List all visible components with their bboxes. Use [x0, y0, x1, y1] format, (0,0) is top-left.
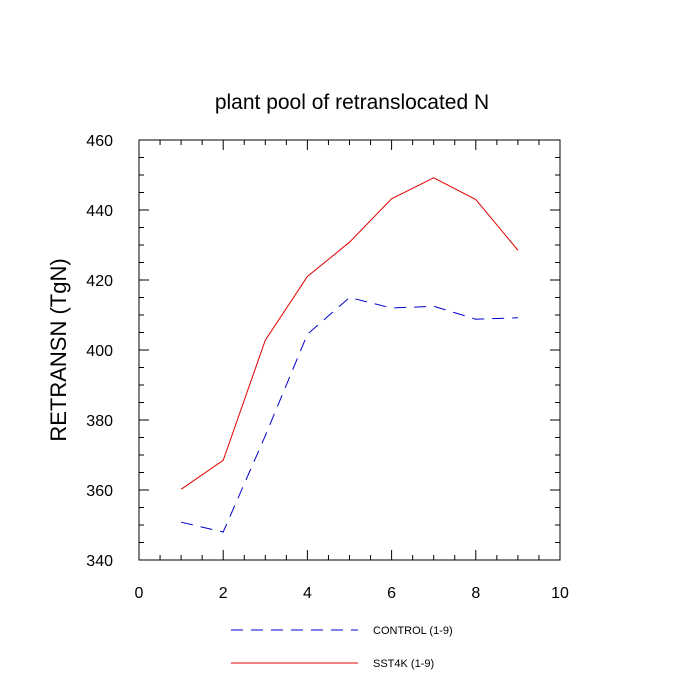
x-tick-label: 2: [219, 585, 228, 602]
x-tick-label: 4: [303, 585, 312, 602]
y-tick-label: 440: [86, 203, 113, 220]
legend-label-1: CONTROL (1-9): [373, 625, 453, 637]
y-tick-label: 460: [86, 133, 113, 150]
y-axis-label: RETRANSN (TgN): [46, 258, 71, 441]
plot-frame: [138, 139, 561, 561]
axis-ticks: 0 2 4 6 8 10 340 360 380 400 420 440 460: [86, 133, 569, 602]
series-layer: [180, 177, 519, 533]
y-tick-label: 380: [86, 413, 113, 430]
series-line-1: [180, 296, 518, 533]
x-tick-label: 0: [135, 585, 144, 602]
legend: CONTROL (1-9) SST4K (1-9): [231, 625, 453, 670]
y-tick-label: 360: [86, 483, 113, 500]
y-tick-label: 340: [86, 553, 113, 570]
chart-title: plant pool of retranslocated N: [215, 91, 489, 114]
legend-label-2: SST4K (1-9): [373, 658, 434, 670]
series-line-2: [180, 177, 519, 490]
y-tick-label: 420: [86, 273, 113, 290]
x-tick-label: 8: [471, 585, 480, 602]
y-tick-label: 400: [86, 343, 113, 360]
x-tick-label: 10: [551, 585, 569, 602]
x-tick-label: 6: [387, 585, 396, 602]
